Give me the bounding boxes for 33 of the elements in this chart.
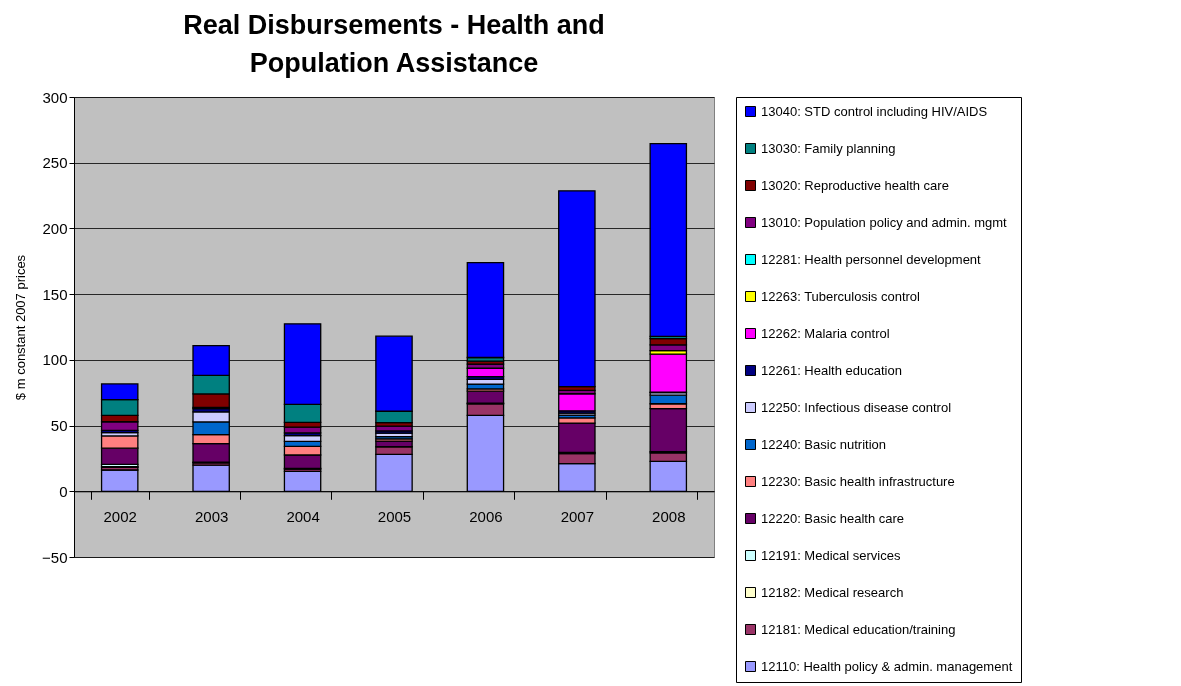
legend-label: 12250: Infectious disease control [761, 399, 952, 415]
legend-label: 13010: Population policy and admin. mgmt [761, 214, 1008, 230]
legend-label: 12263: Tuberculosis control [761, 288, 921, 304]
x-tick-label: 2006 [469, 507, 503, 525]
legend-label: 12181: Medical education/training [761, 621, 956, 637]
legend-label: 12220: Basic health care [761, 510, 905, 526]
legend-label: 12261: Health education [761, 362, 902, 378]
y-tick-label: 100 [42, 351, 68, 369]
x-tick-label: 2003 [194, 507, 229, 525]
legend-label: 12191: Medical services [761, 547, 901, 563]
x-tick-label: 2004 [286, 507, 320, 525]
legend-label: 12262: Malaria control [761, 325, 890, 341]
y-tick-label: 150 [42, 285, 68, 303]
x-tick-label: 2008 [652, 507, 686, 525]
y-tick-label: −50 [42, 548, 68, 566]
legend-label: 12110: Health policy & admin. management [761, 658, 1013, 674]
x-tick-label: 2005 [377, 507, 412, 525]
legend-label: 13020: Reproductive health care [761, 177, 949, 193]
y-tick-label: 300 [42, 88, 68, 106]
legend-label: 12182: Medical research [761, 584, 904, 600]
y-axis-title: $ m constant 2007 prices [13, 254, 29, 401]
x-tick-label: 2002 [103, 507, 137, 525]
legend-label: 12240: Basic nutrition [761, 436, 887, 452]
x-tick-label: 2007 [560, 507, 595, 525]
legend-label: 12230: Basic health infrastructure [761, 473, 955, 489]
y-tick-label: 200 [42, 219, 68, 237]
y-tick-label: 250 [42, 154, 68, 172]
legend-label: 12281: Health personnel development [761, 251, 982, 267]
chart-title: Real Disbursements - Health and Population Assistance [183, 10, 605, 78]
y-tick-label: 0 [59, 482, 68, 500]
legend-label: 13040: STD control including HIV/AIDS [761, 103, 988, 119]
y-tick-label: 50 [50, 417, 68, 435]
legend-label: 13030: Family planning [761, 140, 896, 156]
